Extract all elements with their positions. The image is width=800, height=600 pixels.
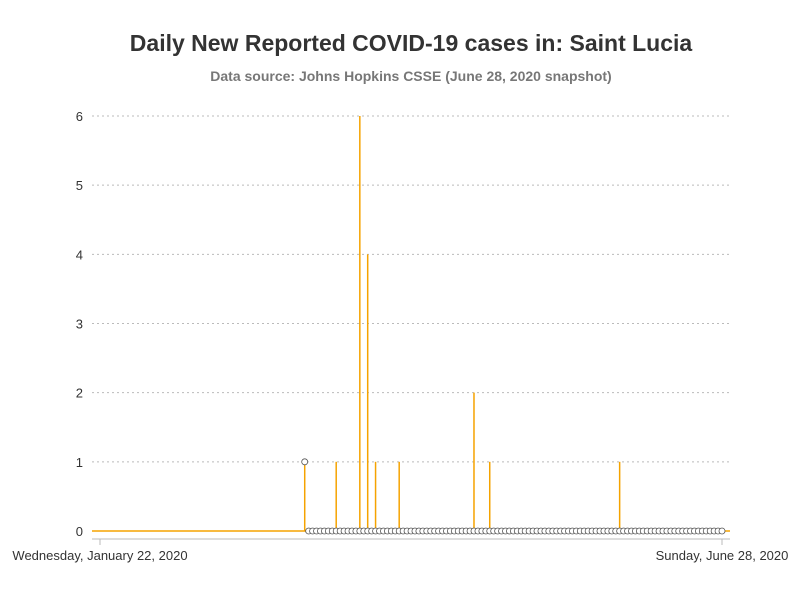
data-point <box>301 458 309 466</box>
y-tick-label-5: 5 <box>76 178 83 193</box>
data-point <box>718 527 726 535</box>
series-markers <box>301 458 726 535</box>
y-tick-label-6: 6 <box>76 109 83 124</box>
y-axis: 0 1 2 3 4 5 6 <box>76 109 83 539</box>
y-tick-label-1: 1 <box>76 455 83 470</box>
gridlines <box>92 115 730 463</box>
y-tick-label-3: 3 <box>76 317 83 332</box>
x-tick-label-end: Sunday, June 28, 2020 <box>656 548 789 563</box>
chart-title: Daily New Reported COVID-19 cases in: Sa… <box>129 30 693 56</box>
y-tick-label-4: 4 <box>76 247 83 262</box>
chart-subtitle: Data source: Johns Hopkins CSSE (June 28… <box>210 68 612 84</box>
y-tick-label-2: 2 <box>76 386 83 401</box>
x-axis: Wednesday, January 22, 2020 Sunday, June… <box>12 538 789 563</box>
x-tick-label-start: Wednesday, January 22, 2020 <box>12 548 187 563</box>
y-tick-label-0: 0 <box>76 524 83 539</box>
